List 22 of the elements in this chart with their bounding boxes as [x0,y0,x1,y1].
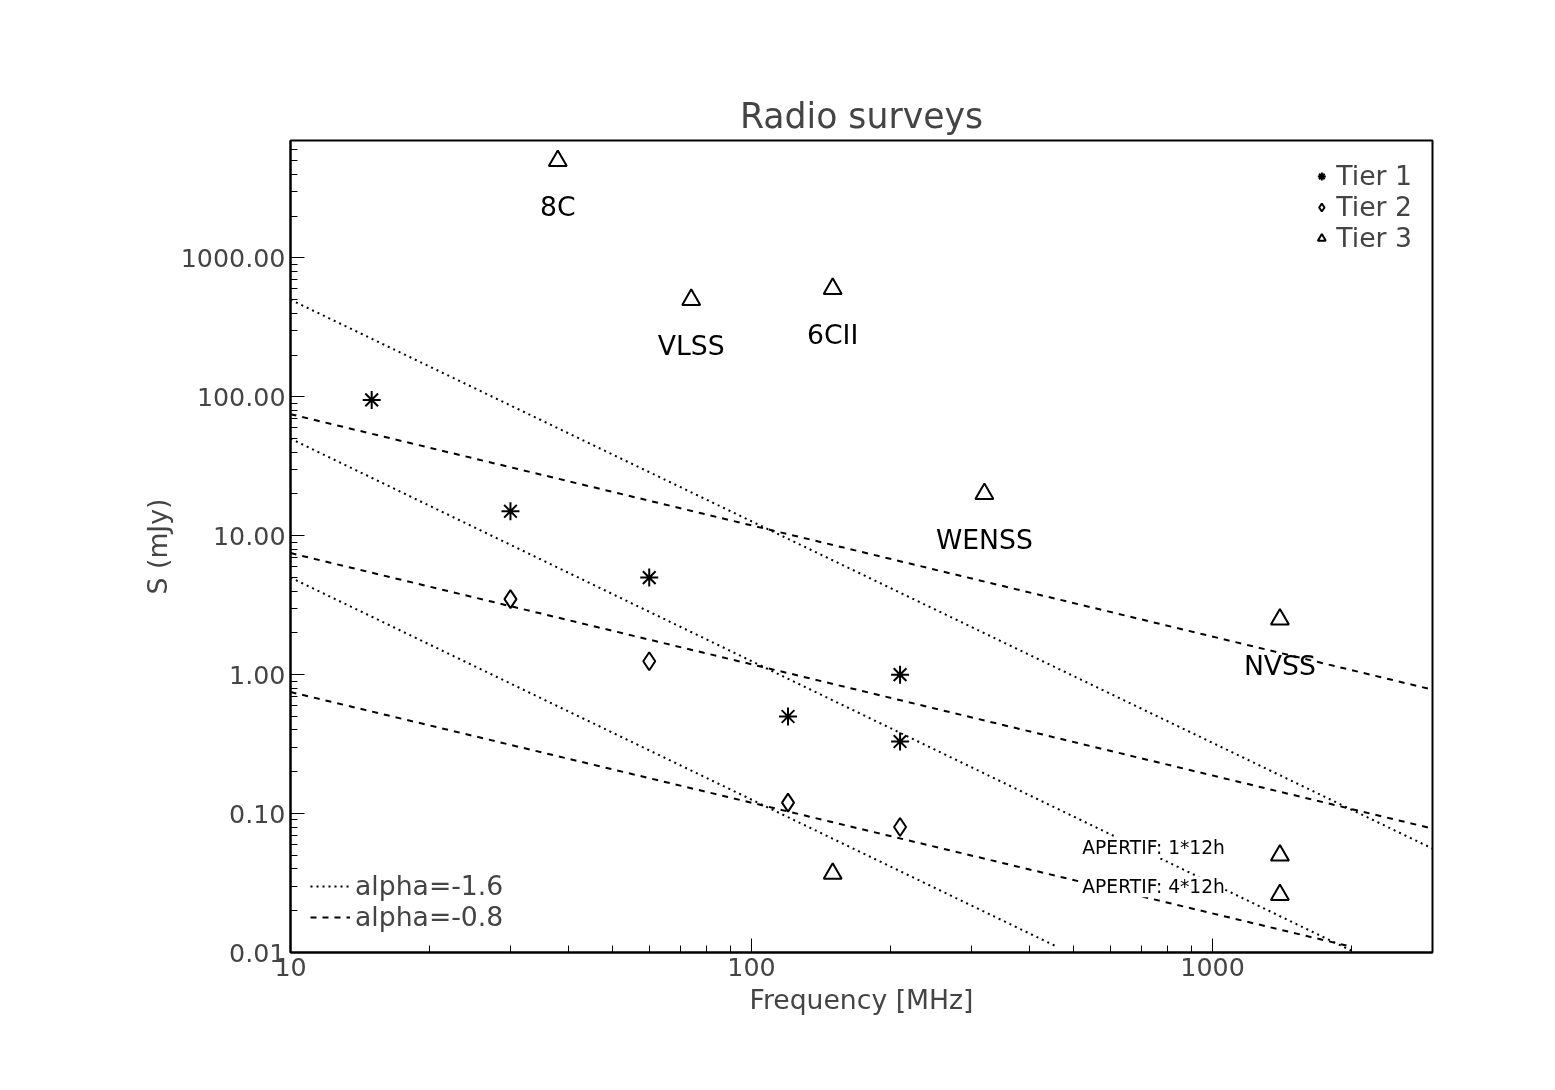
annotation: NVSS [1243,649,1316,681]
y-tick-label: 100.00 [196,381,286,412]
y-axis-title: S (mJy) [141,498,173,595]
legend-label: Tier 1 [1336,160,1412,191]
chart-title: Radio surveys [739,95,984,136]
legend-label: alpha=-1.6 [355,870,504,901]
annotation: APERTIF: 4*12h [1082,876,1225,898]
x-axis-title: Frequency [MHz] [749,983,974,1015]
legend-label: Tier 3 [1336,222,1412,253]
y-tick-label: 1000.00 [180,242,286,273]
y-tick-label: 10.00 [212,520,286,551]
legend-label: Tier 2 [1336,191,1412,222]
annotation: 6CII [807,319,859,351]
y-tick-label: 1.00 [229,659,286,690]
y-tick-label: 0.10 [229,798,286,829]
legend-label: alpha=-0.8 [355,901,504,932]
x-tick-label: 100 [727,951,776,982]
annotation: WENSS [935,524,1033,556]
annotation: APERTIF: 1*12h [1082,836,1225,858]
annotation: VLSS [657,330,725,362]
x-tick-label: 1000 [1180,951,1245,982]
annotation: 8C [540,191,576,223]
